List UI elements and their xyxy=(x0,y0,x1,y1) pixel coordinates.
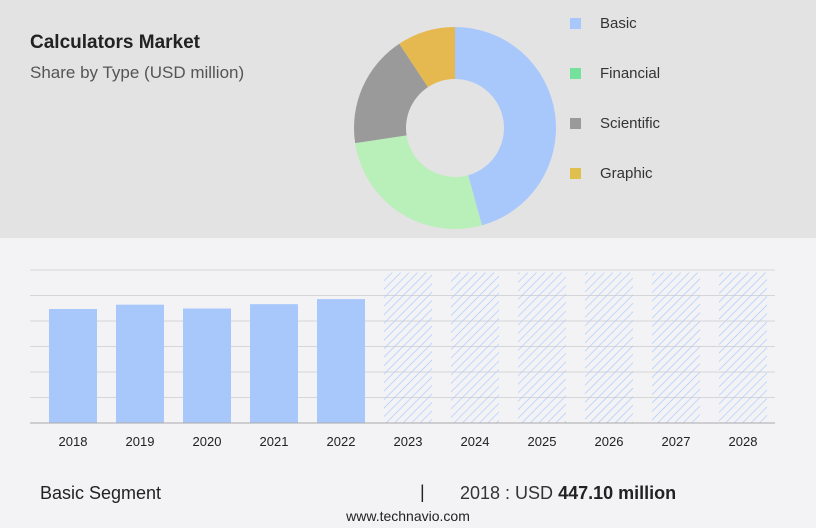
legend-item-financial: Financial xyxy=(570,65,660,82)
legend-swatch xyxy=(570,168,581,179)
bar-2026 xyxy=(585,272,633,423)
x-tick-label: 2023 xyxy=(394,434,423,449)
segment-label: Basic Segment xyxy=(40,483,162,503)
chart-title: Calculators Market xyxy=(30,32,201,53)
donut-slice-basic xyxy=(455,27,556,226)
bar-2019 xyxy=(116,304,164,423)
legend-item-basic: Basic xyxy=(570,15,637,32)
x-tick-label: 2021 xyxy=(260,434,289,449)
x-tick-label: 2026 xyxy=(595,434,624,449)
donut-slice-graphic xyxy=(399,27,455,88)
bar-2018 xyxy=(49,308,97,423)
bar-2028 xyxy=(719,272,767,423)
bar-2023 xyxy=(384,272,432,423)
chart-subtitle: Share by Type (USD million) xyxy=(30,63,245,82)
bar-2024 xyxy=(451,272,499,423)
legend-label: Basic xyxy=(600,15,637,32)
legend-swatch xyxy=(570,118,581,129)
donut-slice-scientific xyxy=(354,43,428,144)
site-url: www.technavio.com xyxy=(346,508,470,524)
bar-2022 xyxy=(317,299,365,423)
x-tick-label: 2024 xyxy=(461,434,490,449)
bar-2021 xyxy=(250,304,298,423)
x-tick-label: 2022 xyxy=(327,434,356,449)
legend-item-graphic: Graphic xyxy=(570,165,653,182)
legend-label: Graphic xyxy=(600,165,653,182)
bar-chart: 2018 2019 2020 2021 2022 2023 2024 2025 2026 2027… xyxy=(30,269,775,449)
segment-value: 2018 : USD 447.10 million xyxy=(460,483,676,504)
legend-label: Scientific xyxy=(600,115,661,132)
x-tick-label: 2019 xyxy=(126,434,155,449)
legend-item-scientific: Scientific xyxy=(570,115,660,132)
x-tick-label: 2027 xyxy=(662,434,691,449)
x-tick-label: 2028 xyxy=(729,434,758,449)
separator: | xyxy=(420,482,425,502)
legend-label: Financial xyxy=(600,65,661,82)
donut-chart xyxy=(354,27,556,230)
bar-2020 xyxy=(183,308,231,423)
bar-2027 xyxy=(652,272,700,423)
x-tick-label: 2020 xyxy=(193,434,222,449)
legend-swatch xyxy=(570,18,581,29)
legend-swatch xyxy=(570,68,581,79)
value-amount: 447.10 million xyxy=(558,483,677,503)
donut-slice-financial xyxy=(355,135,482,230)
x-tick-label: 2018 xyxy=(59,434,88,449)
bar-2025 xyxy=(518,272,566,423)
x-tick-label: 2025 xyxy=(528,434,557,449)
year-label: 2018 : USD xyxy=(460,483,559,503)
